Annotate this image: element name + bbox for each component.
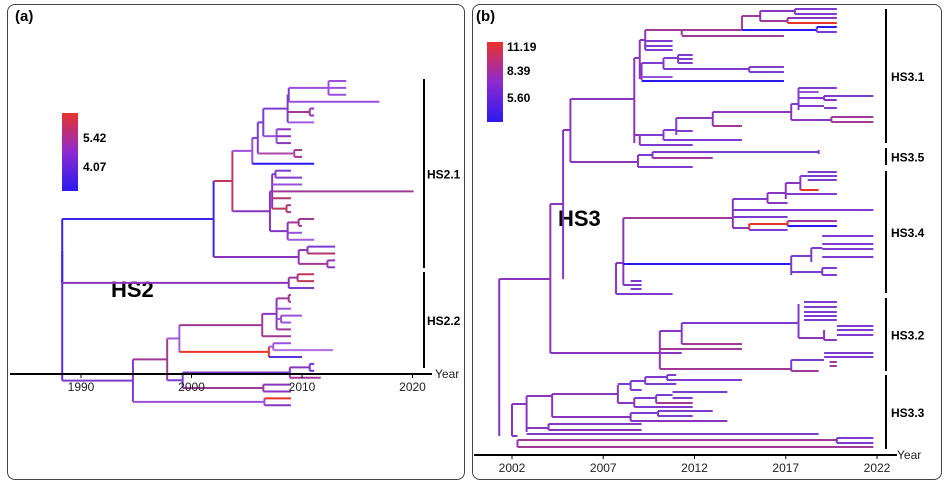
clade-bars-a: HS2.1 HS2.2	[423, 79, 461, 368]
colorbar-tick-label: 8.39	[507, 64, 531, 78]
x-tick-label: 2010	[289, 380, 316, 394]
colorbar-b: 11.19 8.39 5.60	[487, 40, 537, 122]
colorbar-tick-label: 5.60	[507, 91, 531, 105]
panel-a	[7, 4, 465, 480]
clade-label: HS3.4	[891, 226, 925, 240]
x-tick-label: 2022	[864, 461, 891, 475]
x-axis-a: 1990 2000 2010 2020	[10, 373, 432, 394]
tree-title-a: HS2	[111, 277, 154, 302]
x-axis-b: 2002 2007 2012 2017 2022	[474, 454, 897, 475]
clade-label: HS3.5	[891, 151, 925, 165]
clade-bars-b: HS3.1 HS3.5 HS3.4 HS3.2 HS3.3	[885, 9, 925, 449]
colorbar-tick-label: 4.07	[83, 160, 107, 174]
x-tick-label: 2007	[590, 461, 617, 475]
clade-label: HS3.2	[891, 329, 925, 343]
panel-label-b: (b)	[476, 8, 495, 25]
clade-label: HS2.2	[427, 314, 461, 328]
clade-label: HS3.1	[891, 70, 925, 84]
x-tick-label: 2020	[399, 380, 426, 394]
clade-label: HS3.3	[891, 406, 925, 420]
colorbar-gradient	[487, 42, 503, 122]
tree-title-b: HS3	[558, 206, 601, 231]
x-tick-label: 2012	[681, 461, 708, 475]
tree-b	[498, 8, 874, 448]
x-tick-label: 2000	[178, 380, 205, 394]
x-tick-label: 2002	[499, 461, 526, 475]
x-tick-label: 1990	[68, 380, 95, 394]
clade-label: HS2.1	[427, 168, 461, 182]
x-axis-label-a: Year	[435, 367, 459, 381]
tree-a	[61, 80, 414, 407]
colorbar-a: 5.42 4.07	[62, 113, 107, 191]
panel-label-a: (a)	[15, 8, 33, 25]
colorbar-tick-label: 11.19	[507, 40, 537, 54]
colorbar-tick-label: 5.42	[83, 131, 107, 145]
x-axis-label-b: Year	[897, 448, 921, 462]
x-tick-label: 2017	[772, 461, 799, 475]
colorbar-gradient	[62, 113, 78, 191]
